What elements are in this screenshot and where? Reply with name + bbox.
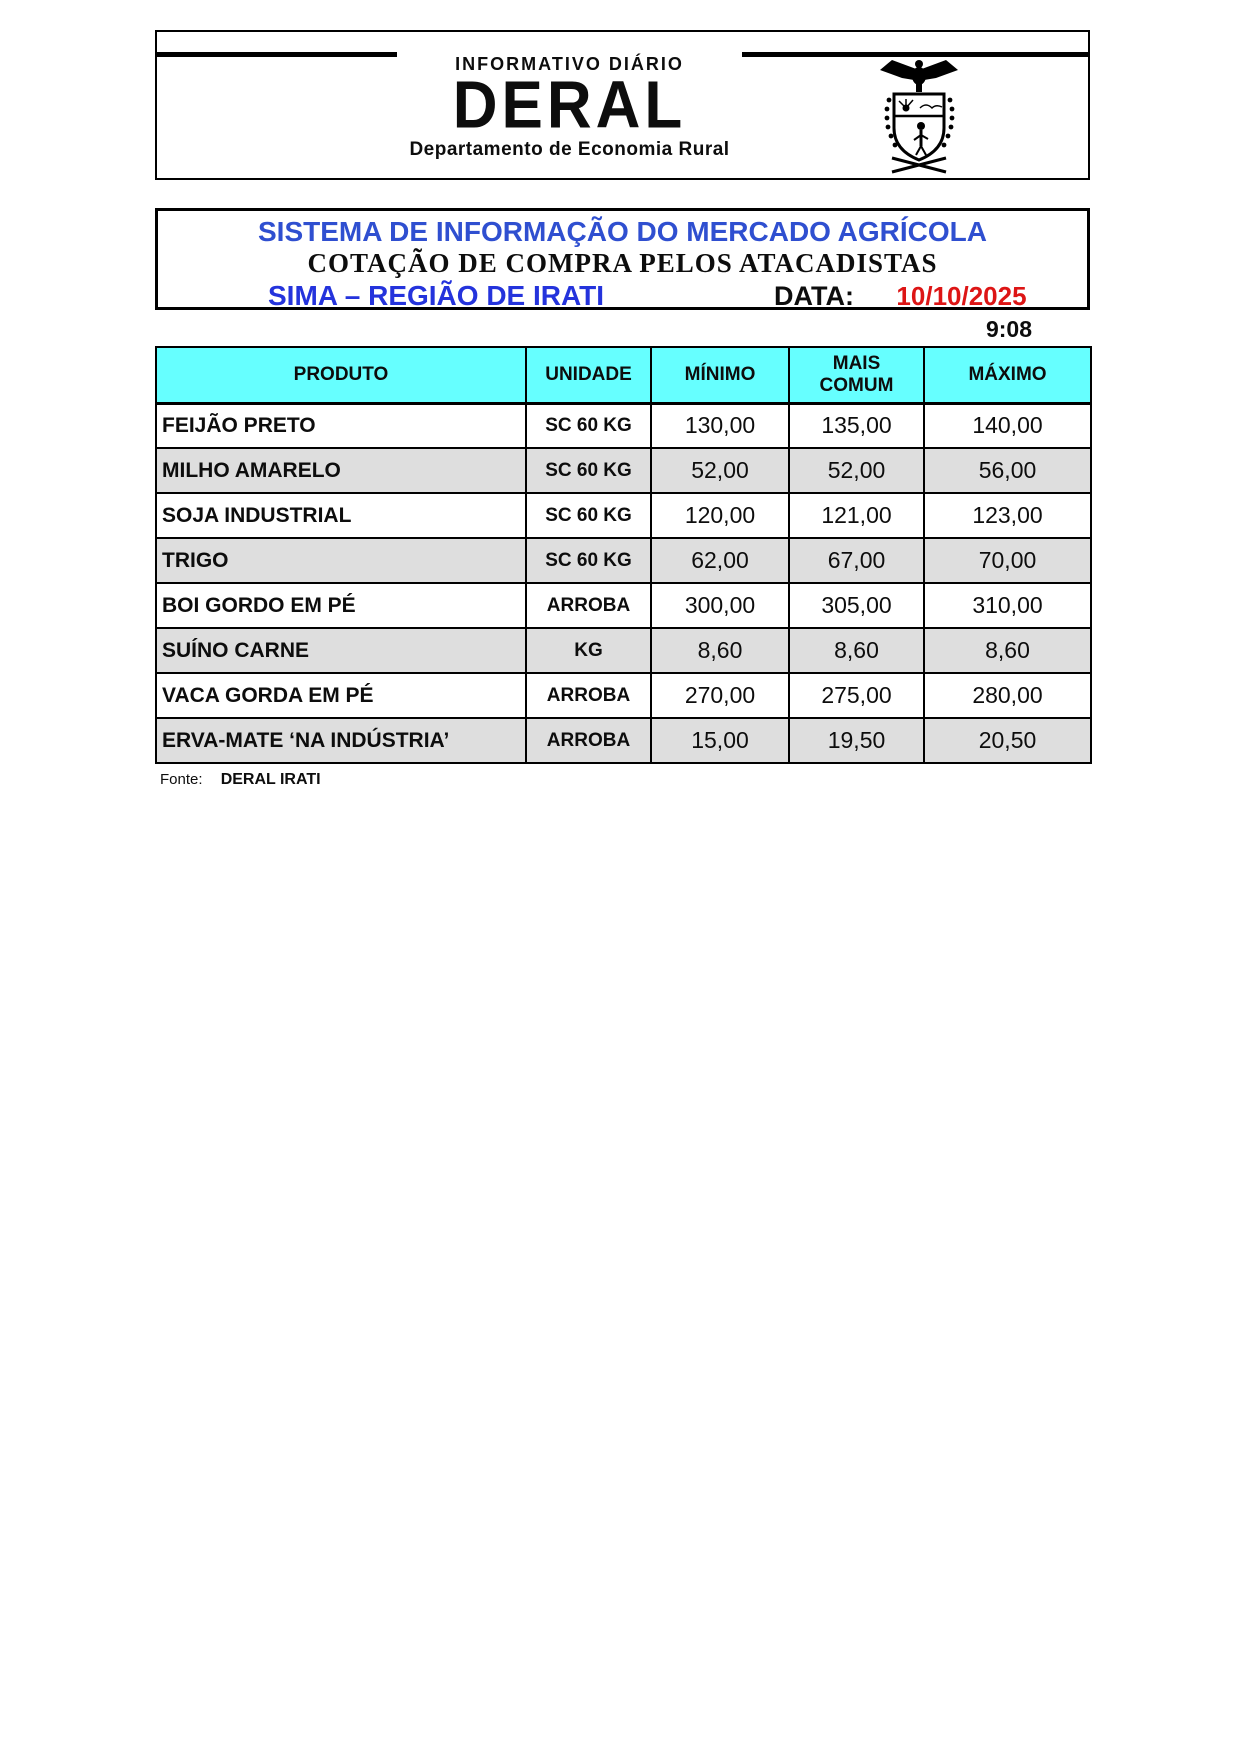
region-title: SIMA – REGIÃO DE IRATI (268, 280, 605, 311)
product-name-cell: SUÍNO CARNE (155, 627, 527, 674)
product-name-cell: TRIGO (155, 537, 527, 584)
col-header-produto-label: PRODUTO (293, 363, 389, 385)
common-price-cell: 8,60 (788, 627, 925, 674)
unit-cell: ARROBA (525, 717, 652, 764)
common-price-cell: 275,00 (788, 672, 925, 719)
product-name-cell: MILHO AMARELO (155, 447, 527, 494)
unit-cell: KG (525, 627, 652, 674)
max-price-cell: 140,00 (923, 402, 1092, 449)
max-price-cell: 70,00 (923, 537, 1092, 584)
product-name-cell: SOJA INDUSTRIAL (155, 492, 527, 539)
unit-cell: SC 60 KG (525, 492, 652, 539)
region-date-row: SIMA – REGIÃO DE IRATI DATA: 10/10/2025 (158, 280, 1087, 312)
min-price-cell: 15,00 (650, 717, 790, 764)
unit-cell: SC 60 KG (525, 537, 652, 584)
unit-cell: SC 60 KG (525, 402, 652, 449)
max-price-cell: 8,60 (923, 627, 1092, 674)
col-header-mais-comum: MAIS COMUM (788, 346, 925, 405)
source-label: Fonte: (160, 771, 203, 788)
product-name-cell: FEIJÃO PRETO (155, 402, 527, 449)
max-price-cell: 280,00 (923, 672, 1092, 719)
min-price-cell: 120,00 (650, 492, 790, 539)
col-header-maximo-label: MÁXIMO (968, 363, 1047, 385)
table-row: TRIGO SC 60 KG 62,00 67,00 70,00 (155, 537, 1092, 584)
col-header-unidade: UNIDADE (525, 346, 652, 405)
unit-cell: ARROBA (525, 672, 652, 719)
source-value: DERAL IRATI (220, 771, 321, 788)
max-price-cell: 123,00 (923, 492, 1092, 539)
source-line: Fonte: DERAL IRATI (155, 771, 1090, 789)
departamento-label: Departamento de Economia Rural (409, 139, 730, 160)
common-price-cell: 19,50 (788, 717, 925, 764)
col-header-maximo: MÁXIMO (923, 346, 1092, 405)
min-price-cell: 130,00 (650, 402, 790, 449)
min-price-cell: 62,00 (650, 537, 790, 584)
max-price-cell: 310,00 (923, 582, 1092, 629)
subtitle-cotacao: COTAÇÃO DE COMPRA PELOS ATACADISTAS (307, 248, 938, 278)
title-box: SISTEMA DE INFORMAÇÃO DO MERCADO AGRÍCOL… (155, 208, 1090, 312)
deral-header-box: INFORMATIVO DIÁRIO DERAL Departamento de… (155, 30, 1090, 180)
col-header-minimo-label: MÍNIMO (684, 363, 756, 385)
common-price-cell: 121,00 (788, 492, 925, 539)
date-value: 10/10/2025 (896, 281, 1027, 311)
table-row: FEIJÃO PRETO SC 60 KG 130,00 135,00 140,… (155, 402, 1092, 449)
common-price-cell: 52,00 (788, 447, 925, 494)
product-name-cell: BOI GORDO EM PÉ (155, 582, 527, 629)
product-name-cell: ERVA-MATE ‘NA INDÚSTRIA’ (155, 717, 527, 764)
table-header-row: PRODUTO UNIDADE MÍNIMO MAIS COMUM MÁXIMO (155, 346, 1092, 405)
deral-logo-text: DERAL (452, 68, 687, 143)
table-row: VACA GORDA EM PÉ ARROBA 270,00 275,00 28… (155, 672, 1092, 719)
col-header-produto: PRODUTO (155, 346, 527, 405)
table-row: SOJA INDUSTRIAL SC 60 KG 120,00 121,00 1… (155, 492, 1092, 539)
price-table: PRODUTO UNIDADE MÍNIMO MAIS COMUM MÁXIMO… (155, 346, 1092, 764)
common-price-cell: 305,00 (788, 582, 925, 629)
table-row: BOI GORDO EM PÉ ARROBA 300,00 305,00 310… (155, 582, 1092, 629)
report-time: 9:08 (985, 316, 1032, 342)
table-row: ERVA-MATE ‘NA INDÚSTRIA’ ARROBA 15,00 19… (155, 717, 1092, 764)
system-title: SISTEMA DE INFORMAÇÃO DO MERCADO AGRÍCOL… (257, 216, 988, 247)
col-header-mais-comum-label: MAIS COMUM (819, 352, 894, 396)
col-header-minimo: MÍNIMO (650, 346, 790, 405)
col-header-unidade-label: UNIDADE (545, 363, 632, 385)
table-row: SUÍNO CARNE KG 8,60 8,60 8,60 (155, 627, 1092, 674)
min-price-cell: 300,00 (650, 582, 790, 629)
min-price-cell: 270,00 (650, 672, 790, 719)
date-label: DATA: (774, 281, 854, 311)
table-row: MILHO AMARELO SC 60 KG 52,00 52,00 56,00 (155, 447, 1092, 494)
max-price-cell: 56,00 (923, 447, 1092, 494)
deral-logo-block: INFORMATIVO DIÁRIO DERAL Departamento de… (397, 36, 742, 161)
informativo-diario-label: INFORMATIVO DIÁRIO (455, 54, 684, 74)
product-name-cell: VACA GORDA EM PÉ (155, 672, 527, 719)
parana-coat-of-arms-icon (880, 60, 958, 174)
min-price-cell: 8,60 (650, 627, 790, 674)
common-price-cell: 67,00 (788, 537, 925, 584)
min-price-cell: 52,00 (650, 447, 790, 494)
unit-cell: SC 60 KG (525, 447, 652, 494)
max-price-cell: 20,50 (923, 717, 1092, 764)
unit-cell: ARROBA (525, 582, 652, 629)
common-price-cell: 135,00 (788, 402, 925, 449)
